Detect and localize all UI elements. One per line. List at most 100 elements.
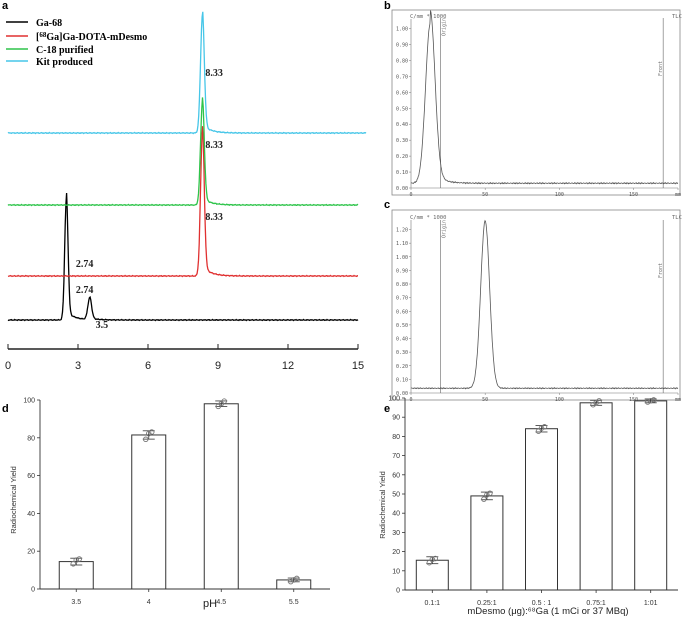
y-tick-label: 80 (27, 435, 35, 442)
y-tick-label: 60 (27, 473, 35, 480)
data-point (426, 559, 433, 566)
data-point (432, 555, 439, 562)
x-tick-label: 12 (282, 360, 294, 372)
x-tick-label: 3 (75, 360, 81, 372)
trace-ga68 (7, 192, 359, 322)
x-tick-label: 0.5 : 1 (532, 600, 552, 607)
y-tick-label: 0.40 (396, 122, 408, 128)
chromatogram-traces (7, 11, 367, 322)
x-tick-label: 3.5 (71, 599, 81, 606)
data-point (596, 398, 602, 404)
trace-ga_dota (7, 126, 358, 278)
y-tick-label: 0.60 (396, 309, 408, 315)
y-tick-label: 1.00 (396, 27, 408, 33)
legend-label-ga-dota-mass: 68 (39, 31, 47, 39)
data-point (76, 556, 82, 562)
tlc-unit-label: C/mm * 1000 (410, 14, 446, 20)
x-tick-label: 0 (409, 397, 412, 403)
y-tick-label: 0 (396, 588, 400, 595)
bar (525, 428, 558, 591)
tlc-trace (410, 219, 679, 390)
origin-label: Origin (442, 18, 448, 36)
y-tick-label: 60 (392, 472, 400, 479)
x-tick-label: 9 (215, 360, 221, 372)
panel-label-d: d (2, 403, 9, 415)
y-tick-label: 0.00 (396, 186, 408, 192)
x-tick-label: 5.5 (289, 599, 299, 606)
data-point (644, 399, 651, 405)
data-point (535, 428, 542, 434)
x-tick-label: 0.1:1 (425, 600, 441, 607)
y-tick-label: 80 (392, 434, 400, 441)
data-point (73, 557, 79, 563)
x-tick-label: 4.5 (216, 599, 226, 606)
x-tick-label: 100 (555, 397, 564, 403)
data-point (647, 397, 654, 404)
panel-label-b: b (384, 0, 391, 12)
x-tick-label: 50 (482, 397, 488, 403)
data-point (291, 577, 297, 583)
y-tick-label: 0.20 (396, 154, 408, 160)
trace-c18 (7, 97, 359, 207)
legend-label-ga-dota: [68Ga]Ga-DOTA-mDesmo (36, 31, 147, 43)
legend-label-c18: C-18 purified (36, 45, 94, 56)
y-axis-title: Radiochemical Yield (9, 466, 18, 534)
peak-label: 8.33 (205, 68, 223, 79)
y-tick-label: 1.20 (396, 228, 408, 234)
x-tick-label: 15 (352, 360, 364, 372)
y-tick-label: 0.00 (396, 391, 408, 397)
x-axis-title: mDesmo (μg):⁶⁸Ga (1 mCi or 37 MBq) (467, 606, 628, 617)
x-tick-label: 0.25:1 (477, 600, 497, 607)
tlc-plot: 0.00 0.10 0.20 0.30 0.40 0.50 0.60 0.70 0.80 0.90… (396, 219, 681, 403)
peak-labels: 8.33 8.33 8.33 2.74 2.74 3.5 (76, 68, 223, 331)
peak-label: 3.5 (96, 320, 109, 331)
x-tick-label: 100 (555, 192, 564, 198)
bar (579, 402, 613, 591)
panel-b: b C/mm * 1000 TLC 0.00 0.10 0.20 0.30 0.40 0.… (384, 0, 682, 198)
data-point (650, 397, 657, 403)
data-point (294, 575, 300, 582)
y-tick-label: 20 (392, 549, 400, 556)
data-point (541, 424, 548, 430)
data-point (538, 425, 545, 431)
bar (415, 559, 449, 591)
panel-label-e: e (384, 403, 390, 415)
peak-label: 2.74 (76, 259, 94, 270)
x-tick-label: 0 (5, 360, 11, 372)
y-tick-label: 70 (392, 453, 400, 460)
tlc-plot: 0.00 0.10 0.20 0.30 0.40 0.50 0.60 0.70 0.80 0.90… (396, 10, 681, 198)
y-tick-label: 0.70 (396, 74, 408, 80)
tlc-type-label: TLC (672, 14, 682, 20)
x-tick-label: 4 (147, 599, 151, 606)
data-point (481, 496, 487, 502)
x-axis-title: pH (203, 598, 217, 610)
y-tick-label: 0.80 (396, 58, 408, 64)
tlc-trace (410, 10, 679, 185)
peak-label: 2.74 (76, 285, 94, 296)
legend: Ga-68 [68Ga]Ga-DOTA-mDesmo C-18 purified… (6, 18, 147, 68)
data-point (429, 556, 436, 563)
y-tick-label: 90 (392, 415, 400, 422)
origin-label: Origin (442, 220, 448, 238)
y-tick-label: 0.30 (396, 138, 408, 144)
x-tick-label: 150 (629, 397, 638, 403)
data-point (145, 430, 152, 437)
y-tick-label: 0.90 (396, 43, 408, 49)
y-tick-label: 100 (23, 398, 35, 405)
data-point (70, 561, 76, 567)
y-tick-label: 0.50 (396, 106, 408, 112)
y-tick-label: 0.80 (396, 282, 408, 288)
y-tick-label: 0.10 (396, 377, 408, 383)
legend-label-kit: Kit produced (36, 57, 93, 68)
legend-label-ga-dota-prefix: [ (36, 32, 39, 43)
y-tick-label: 0.10 (396, 170, 408, 176)
bar (203, 403, 239, 590)
y-tick-label: 10 (392, 568, 400, 575)
data-point (288, 578, 294, 585)
y-tick-label: 1.10 (396, 241, 408, 247)
y-tick-label: 100 (388, 396, 400, 403)
x-tick-label: mm (675, 192, 681, 198)
bar-plot: 0 10 20 30 40 50 60 70 80 90 100 0.1:1 0.25:1 0.5 : 1… (388, 396, 678, 607)
peak-label: 8.33 (205, 140, 223, 151)
front-label: Front (658, 61, 664, 76)
